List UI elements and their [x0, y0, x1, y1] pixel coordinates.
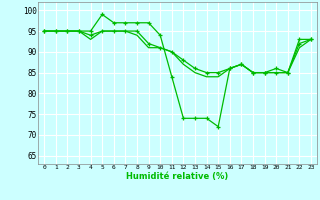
X-axis label: Humidité relative (%): Humidité relative (%) [126, 172, 229, 181]
